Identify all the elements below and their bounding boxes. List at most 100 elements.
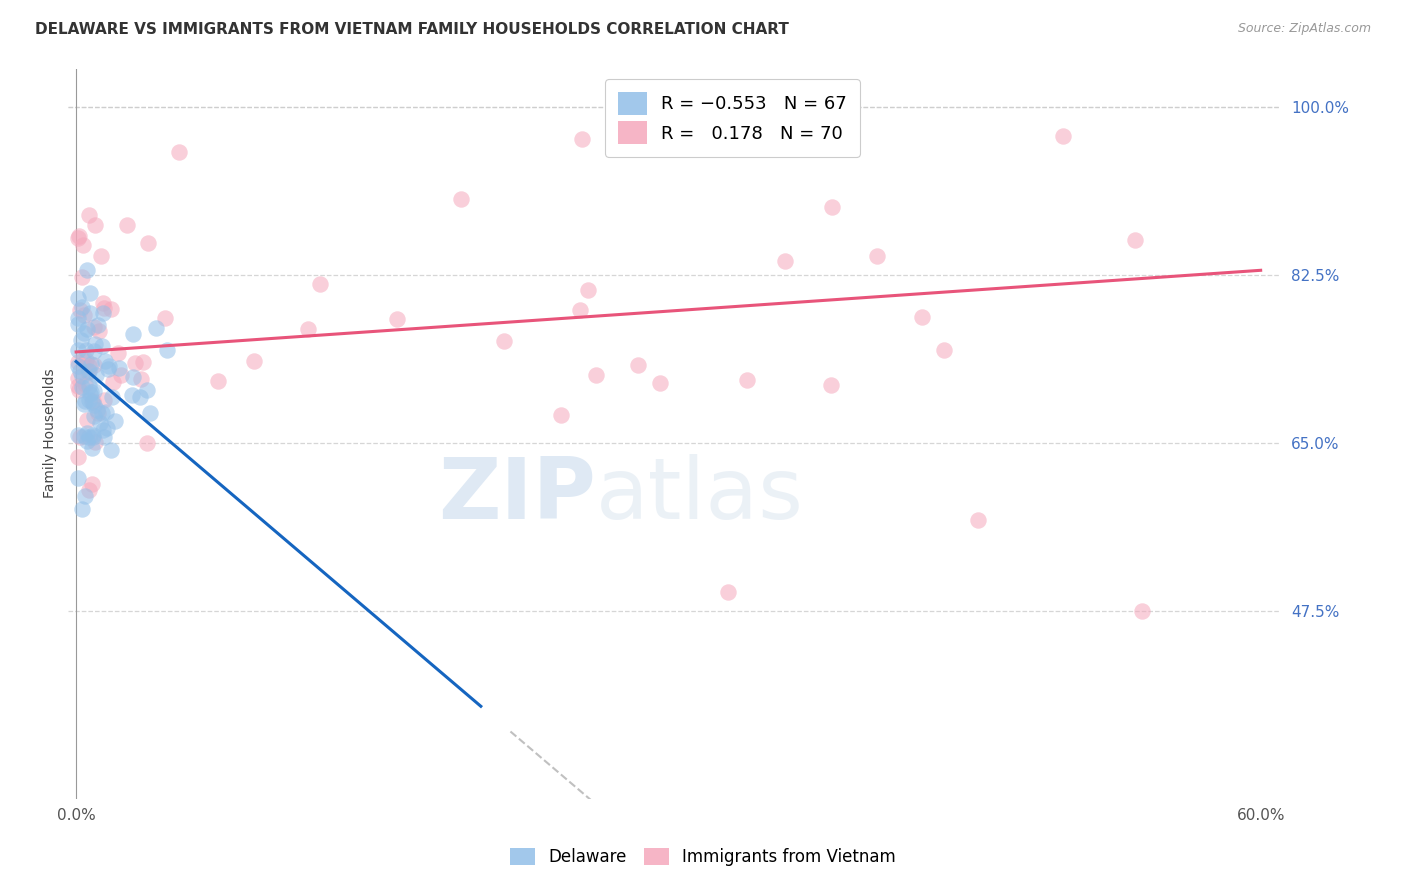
Point: [73, 396, 96, 410]
Point: [153, 311, 176, 326]
Point: [627, 358, 650, 372]
Point: [385, 312, 408, 326]
Point: [70, 269, 93, 284]
Point: [72, 429, 94, 443]
Point: [821, 200, 844, 214]
Text: ZIP: ZIP: [437, 454, 596, 537]
Point: [100, 442, 122, 457]
Point: [82, 428, 104, 442]
Point: [450, 192, 472, 206]
Point: [83, 434, 105, 449]
Point: [79, 387, 101, 401]
Point: [73, 489, 96, 503]
Point: [73, 326, 96, 340]
Point: [69, 430, 91, 444]
Point: [69, 333, 91, 347]
Point: [83, 384, 105, 398]
Point: [67, 450, 90, 464]
Point: [1052, 128, 1074, 143]
Point: [167, 145, 190, 160]
Point: [966, 513, 988, 527]
Point: [77, 359, 100, 374]
Point: [243, 353, 266, 368]
Point: [67, 471, 90, 485]
Point: [84, 368, 107, 383]
Point: [84, 218, 107, 232]
Point: [67, 231, 90, 245]
Point: [79, 393, 101, 408]
Point: [80, 476, 103, 491]
Point: [67, 343, 90, 357]
Point: [866, 249, 889, 263]
Point: [122, 370, 145, 384]
Point: [735, 373, 758, 387]
Point: [107, 346, 129, 360]
Point: [911, 310, 934, 324]
Point: [94, 354, 117, 368]
Point: [67, 379, 90, 393]
Point: [67, 229, 90, 244]
Point: [83, 343, 105, 358]
Point: [87, 324, 110, 338]
Text: DELAWARE VS IMMIGRANTS FROM VIETNAM FAMILY HOUSEHOLDS CORRELATION CHART: DELAWARE VS IMMIGRANTS FROM VIETNAM FAMI…: [35, 22, 789, 37]
Point: [87, 406, 110, 420]
Point: [83, 358, 105, 372]
Point: [571, 132, 593, 146]
Point: [136, 435, 159, 450]
Point: [207, 374, 229, 388]
Point: [90, 339, 112, 353]
Point: [77, 364, 100, 378]
Text: Source: ZipAtlas.com: Source: ZipAtlas.com: [1237, 22, 1371, 36]
Point: [820, 377, 842, 392]
Point: [76, 322, 98, 336]
Point: [578, 283, 600, 297]
Point: [100, 301, 122, 316]
Point: [86, 402, 108, 417]
Point: [76, 434, 98, 449]
Point: [96, 421, 118, 435]
Point: [108, 361, 131, 376]
Point: [83, 409, 105, 423]
Point: [93, 301, 115, 315]
Point: [145, 321, 167, 335]
Point: [67, 371, 90, 385]
Point: [773, 253, 796, 268]
Point: [91, 295, 114, 310]
Point: [76, 262, 98, 277]
Point: [75, 343, 97, 358]
Point: [70, 301, 93, 315]
Point: [75, 353, 97, 368]
Point: [1125, 233, 1147, 247]
Point: [72, 379, 94, 393]
Point: [96, 405, 118, 419]
Point: [110, 368, 132, 382]
Point: [76, 426, 98, 441]
Point: [89, 416, 111, 430]
Point: [67, 317, 90, 331]
Point: [91, 406, 114, 420]
Point: [115, 218, 138, 232]
Point: [83, 320, 105, 334]
Point: [297, 322, 319, 336]
Point: [79, 285, 101, 300]
Point: [73, 376, 96, 391]
Point: [73, 394, 96, 409]
Point: [80, 357, 103, 371]
Point: [72, 369, 94, 384]
Point: [70, 501, 93, 516]
Point: [77, 379, 100, 393]
Point: [82, 395, 104, 409]
Point: [97, 361, 120, 376]
Point: [585, 368, 607, 382]
Point: [67, 310, 90, 325]
Point: [98, 359, 121, 373]
Point: [84, 337, 107, 351]
Point: [136, 236, 159, 251]
Point: [72, 353, 94, 368]
Point: [494, 334, 516, 348]
Y-axis label: Family Households: Family Households: [44, 368, 58, 499]
Point: [83, 398, 105, 412]
Point: [129, 372, 152, 386]
Point: [650, 376, 672, 390]
Point: [101, 376, 124, 390]
